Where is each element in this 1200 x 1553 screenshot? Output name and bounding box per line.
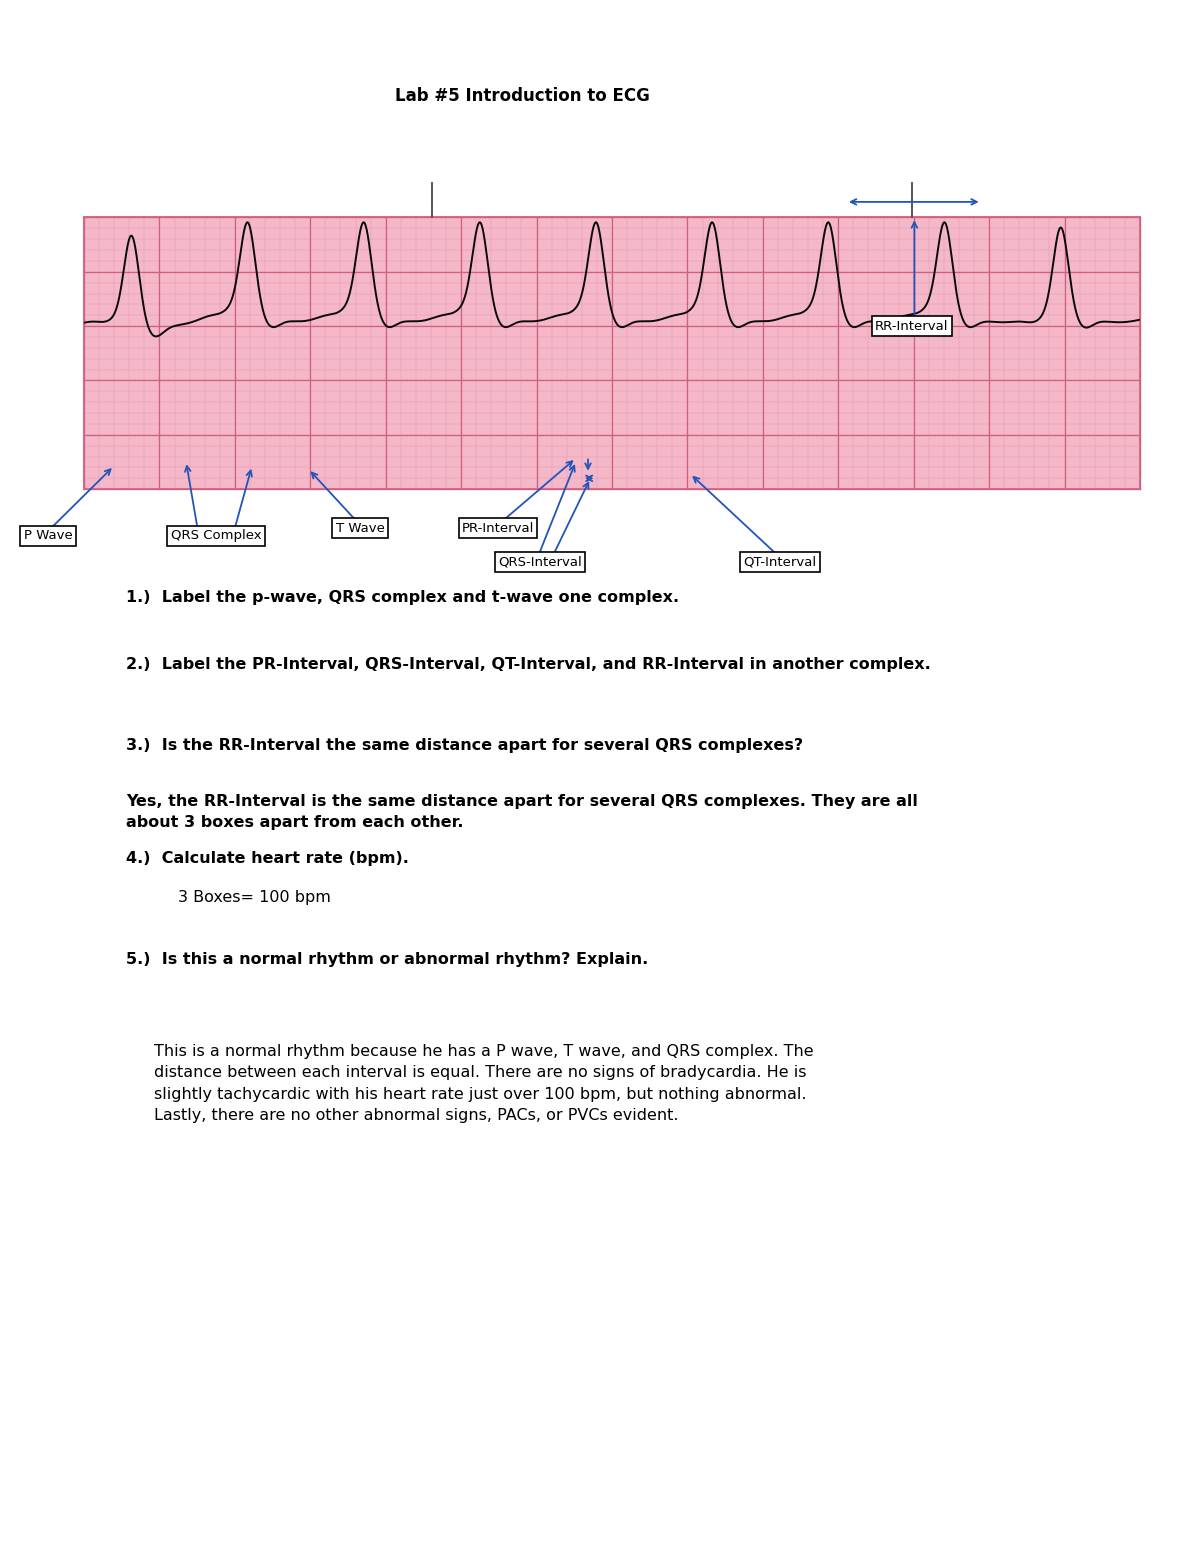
Text: QRS Complex: QRS Complex <box>170 530 262 542</box>
Text: RR-Interval: RR-Interval <box>875 320 949 332</box>
Text: PR-Interval: PR-Interval <box>462 522 534 534</box>
Text: Lab #5 Introduction to ECG: Lab #5 Introduction to ECG <box>395 87 649 106</box>
Text: 1.)  Label the p-wave, QRS complex and t-wave one complex.: 1.) Label the p-wave, QRS complex and t-… <box>126 590 679 606</box>
Text: QRS-Interval: QRS-Interval <box>498 556 582 568</box>
Text: T Wave: T Wave <box>336 522 384 534</box>
Text: 5.)  Is this a normal rhythm or abnormal rhythm? Explain.: 5.) Is this a normal rhythm or abnormal … <box>126 952 648 968</box>
Text: 3 Boxes= 100 bpm: 3 Boxes= 100 bpm <box>178 890 330 905</box>
Text: This is a normal rhythm because he has a P wave, T wave, and QRS complex. The
di: This is a normal rhythm because he has a… <box>154 1044 814 1123</box>
Text: 2.)  Label the PR-Interval, QRS-Interval, QT-Interval, and RR-Interval in anothe: 2.) Label the PR-Interval, QRS-Interval,… <box>126 657 931 672</box>
Text: QT-Interval: QT-Interval <box>744 556 816 568</box>
FancyBboxPatch shape <box>84 217 1140 489</box>
Text: 4.)  Calculate heart rate (bpm).: 4.) Calculate heart rate (bpm). <box>126 851 409 867</box>
Text: 3.)  Is the RR-Interval the same distance apart for several QRS complexes?: 3.) Is the RR-Interval the same distance… <box>126 738 803 753</box>
Text: Yes, the RR-Interval is the same distance apart for several QRS complexes. They : Yes, the RR-Interval is the same distanc… <box>126 794 918 831</box>
Text: P Wave: P Wave <box>24 530 72 542</box>
